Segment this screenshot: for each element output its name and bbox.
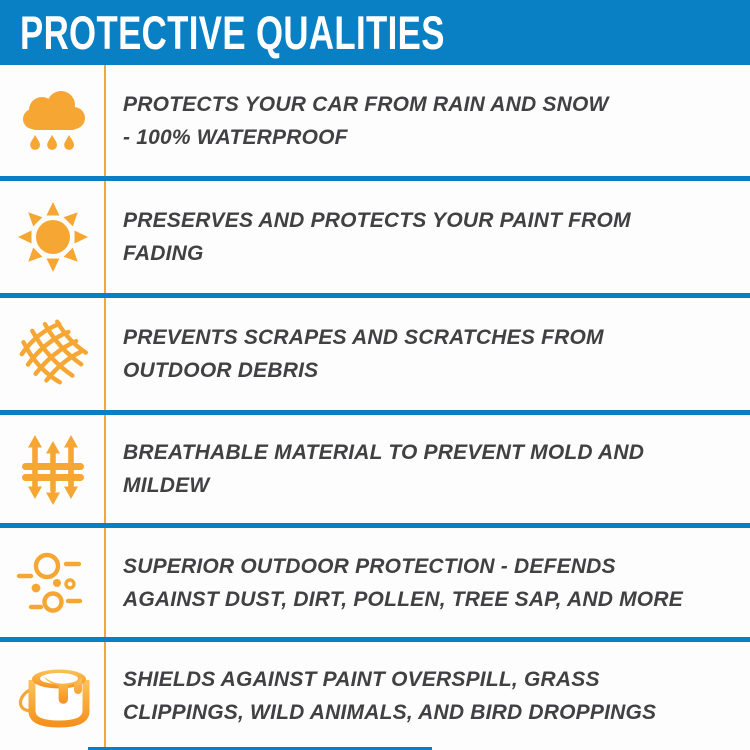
feature-text-cell: PRESERVES AND PROTECTS YOUR PAINT FROM F… [106,204,750,270]
row-divider [0,410,750,415]
feature-text: PREVENTS SCRAPES AND SCRATCHES FROM OUTD… [123,326,604,382]
feature-row-dust: SUPERIOR OUTDOOR PROTECTION - DEFENDS AG… [0,528,750,637]
header-banner: PROTECTIVE QUALITIES [0,0,750,65]
breathable-arrows-icon [0,431,106,507]
feature-text: SHIELDS AGAINST PAINT OVERSPILL, GRASS C… [123,668,657,724]
feature-row-scratches: PREVENTS SCRAPES AND SCRATCHES FROM OUTD… [0,298,750,410]
row-divider [0,637,750,642]
bottom-partial-divider [88,747,432,750]
rain-cloud-icon [0,83,106,159]
feature-row-overspill: SHIELDS AGAINST PAINT OVERSPILL, GRASS C… [0,642,750,750]
vertical-divider [104,65,106,750]
paint-bucket-icon [0,657,106,735]
feature-text: SUPERIOR OUTDOOR PROTECTION - DEFENDS AG… [123,554,683,611]
feature-text: BREATHABLE MATERIAL TO PREVENT MOLD AND … [123,441,645,497]
dust-particles-icon [0,545,106,621]
row-divider [0,523,750,528]
feature-text-cell: PROTECTS YOUR CAR FROM RAIN AND SNOW - 1… [106,88,750,154]
row-divider [0,176,750,181]
feature-rows: PROTECTS YOUR CAR FROM RAIN AND SNOW - 1… [0,65,750,750]
feature-text-cell: PREVENTS SCRAPES AND SCRATCHES FROM OUTD… [106,321,750,387]
net-mesh-icon [0,316,106,392]
row-divider [0,293,750,298]
feature-row-waterproof: PROTECTS YOUR CAR FROM RAIN AND SNOW - 1… [0,65,750,176]
feature-text-cell: SUPERIOR OUTDOOR PROTECTION - DEFENDS AG… [106,550,750,616]
feature-text: PRESERVES AND PROTECTS YOUR PAINT FROM F… [123,209,631,265]
page-title: PROTECTIVE QUALITIES [20,6,445,59]
sun-icon [0,199,106,275]
feature-row-breathable: BREATHABLE MATERIAL TO PREVENT MOLD AND … [0,415,750,523]
feature-text-cell: SHIELDS AGAINST PAINT OVERSPILL, GRASS C… [106,663,750,729]
feature-text: PROTECTS YOUR CAR FROM RAIN AND SNOW - 1… [123,92,609,149]
feature-row-fading: PRESERVES AND PROTECTS YOUR PAINT FROM F… [0,181,750,293]
feature-text-cell: BREATHABLE MATERIAL TO PREVENT MOLD AND … [106,436,750,502]
